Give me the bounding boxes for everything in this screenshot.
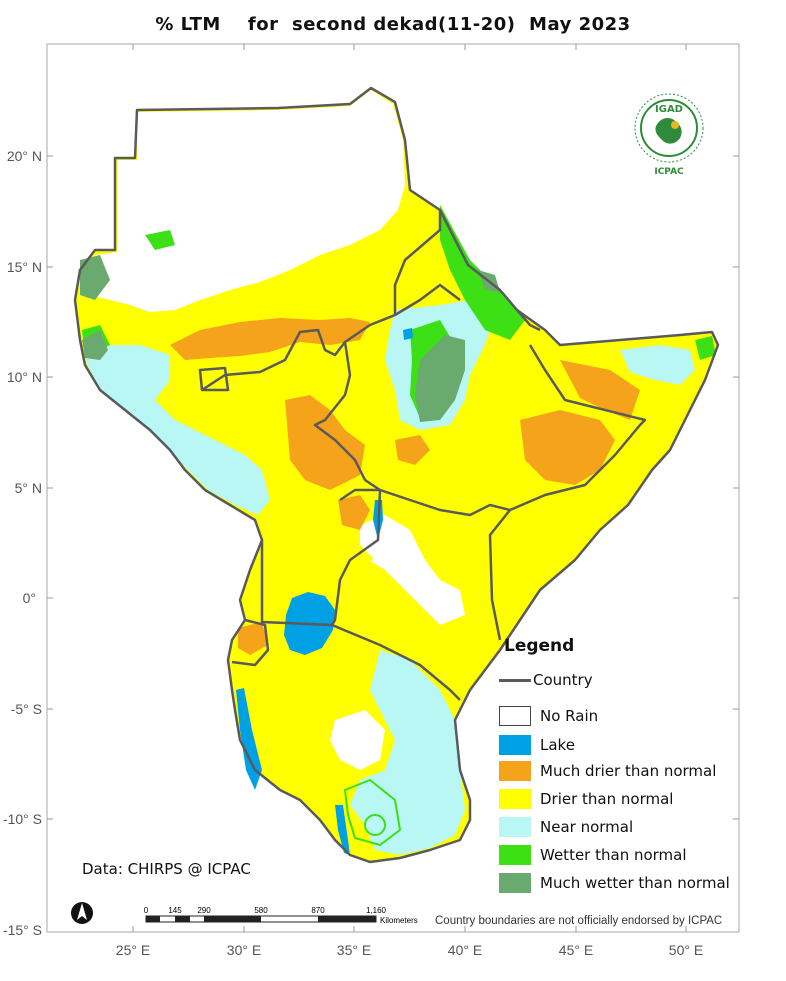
legend-country: Country xyxy=(499,671,593,689)
legend-label: Much drier than normal xyxy=(540,762,717,780)
igad-icpac-logo: IGAD ICPAC xyxy=(634,93,704,176)
lat-tick: 5° N xyxy=(15,480,42,496)
scale-tick: 290 xyxy=(197,906,211,915)
legend-item: Near normal xyxy=(499,815,633,839)
lon-tick: 50° E xyxy=(669,942,703,958)
logo-bottom-text: ICPAC xyxy=(654,167,684,176)
north-arrow-icon xyxy=(71,902,93,924)
legend-label: Near normal xyxy=(540,818,634,836)
legend-label: Lake xyxy=(540,736,575,754)
lat-tick: -5° S xyxy=(11,701,42,717)
region-much-drier-chad xyxy=(170,318,370,360)
lat-tick: -10° S xyxy=(3,811,42,827)
scale-tick: 580 xyxy=(254,906,268,915)
region-no-rain-central xyxy=(372,540,405,570)
longitude-axis: 25° E 30° E 35° E 40° E 45° E 50° E xyxy=(116,942,703,958)
country-borders xyxy=(73,86,720,864)
outer-boundary xyxy=(73,86,720,864)
region-no-rain-lakevic-east xyxy=(360,515,465,625)
scale-tick: 145 xyxy=(168,906,182,915)
data-credit: Data: CHIRPS @ ICPAC xyxy=(82,860,251,878)
region-much-drier-somalia xyxy=(560,360,640,420)
region-much-drier-southsudan xyxy=(285,395,365,490)
legend-swatch xyxy=(499,706,531,726)
lon-tick: 35° E xyxy=(337,942,371,958)
legend-swatch xyxy=(499,873,531,893)
scale-bar: 0 145 290 580 870 1,160 Kilometers xyxy=(144,906,418,925)
region-no-rain-south xyxy=(330,710,385,770)
logo-top-text: IGAD xyxy=(655,104,683,115)
lat-tick: 20° N xyxy=(7,148,42,164)
region-much-drier-rwanda xyxy=(238,622,268,655)
region-no-rain-north xyxy=(80,90,405,312)
map-title: % LTM for second dekad(11-20) May 2023 xyxy=(155,14,631,35)
lake-malawi xyxy=(335,805,350,855)
legend-label: No Rain xyxy=(540,707,599,725)
lon-tick: 25° E xyxy=(116,942,150,958)
scale-tick: 0 xyxy=(144,906,149,915)
border-kenya-tanzania xyxy=(331,623,461,701)
legend-swatch xyxy=(499,845,531,865)
legend-swatch xyxy=(499,735,531,755)
region-wetter-north xyxy=(145,230,175,250)
lat-tick: 0° xyxy=(23,590,36,606)
region-much-drier-uganda xyxy=(338,495,370,530)
lon-tick: 45° E xyxy=(559,942,593,958)
scale-tick: 870 xyxy=(311,906,325,915)
legend-label: Wetter than normal xyxy=(540,846,687,864)
border-sudan-ethiopia xyxy=(393,210,442,315)
region-near-normal-west xyxy=(85,345,270,515)
border-rwanda-burundi xyxy=(231,618,270,667)
latitude-axis: 20° N 15° N 10° N 5° N 0° -5° S -10° S -… xyxy=(3,44,739,938)
lat-tick: -15° S xyxy=(3,922,42,938)
lake-tana xyxy=(403,328,413,340)
border-ethiopia-south xyxy=(379,344,647,517)
scale-unit: Kilometers xyxy=(380,916,418,925)
lon-tick: 30° E xyxy=(227,942,261,958)
region-much-drier-ethiopia xyxy=(520,410,615,485)
legend-title: Legend xyxy=(504,636,575,656)
border-car-sudan xyxy=(198,366,230,392)
region-near-normal-horn xyxy=(620,345,695,385)
border-southsudan-ethiopia xyxy=(313,341,381,492)
disclaimer: Country boundaries are not officially en… xyxy=(435,915,723,927)
border-sudan-south xyxy=(201,283,461,392)
lake-tanganyika xyxy=(236,688,262,790)
legend-label: Drier than normal xyxy=(540,790,674,808)
legend-item: No Rain xyxy=(499,704,598,728)
region-near-normal-tanzania xyxy=(350,650,465,855)
border-kenya-somalia xyxy=(488,509,511,641)
legend-label: Much wetter than normal xyxy=(540,874,730,892)
lon-tick: 40° E xyxy=(448,942,482,958)
region-much-wetter-chad xyxy=(82,330,108,360)
legend-country-label: Country xyxy=(533,671,593,689)
legend-item: Wetter than normal xyxy=(499,843,687,867)
legend-swatch xyxy=(499,789,531,809)
border-djibouti xyxy=(516,309,541,332)
legend-swatch xyxy=(499,761,531,781)
border-uganda xyxy=(260,488,382,627)
legend-item: Lake xyxy=(499,733,575,757)
country-line-icon xyxy=(499,678,531,682)
legend-item: Drier than normal xyxy=(499,787,673,811)
legend-item: Much wetter than normal xyxy=(499,871,730,895)
legend-swatch xyxy=(499,817,531,837)
lat-tick: 15° N xyxy=(7,259,42,275)
lat-tick: 10° N xyxy=(7,369,42,385)
scale-tick: 1,160 xyxy=(366,906,387,915)
region-much-drier-sudan-mid xyxy=(395,435,430,465)
legend-item: Much drier than normal xyxy=(499,759,716,783)
region-wetter-horn-tip xyxy=(695,336,716,360)
region-much-wetter-west xyxy=(80,255,110,300)
region-much-wetter-ethiopia xyxy=(415,335,465,422)
wetter-outline-tanzania xyxy=(343,778,402,847)
